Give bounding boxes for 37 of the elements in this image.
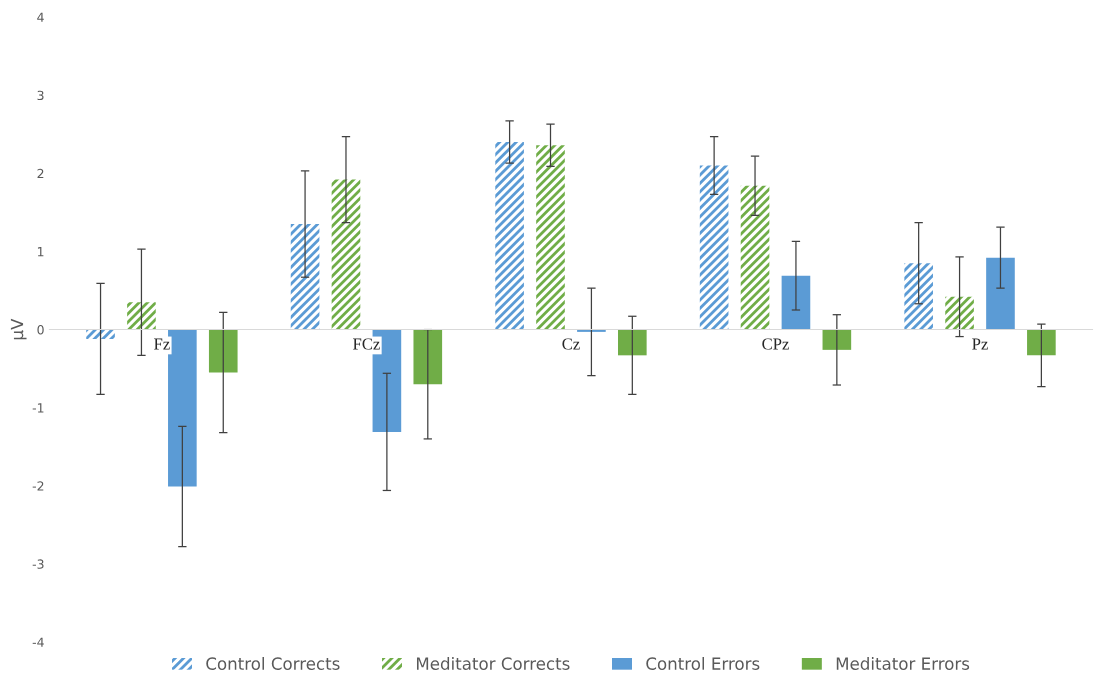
y-axis-title: µV	[10, 318, 27, 340]
bar	[781, 275, 811, 330]
bar	[168, 329, 197, 487]
bar	[904, 263, 933, 330]
x-tick-label: Fz	[154, 338, 170, 350]
y-tick-label: -4	[32, 637, 44, 647]
y-tick-label: -2	[32, 481, 44, 491]
legend-label: Meditator Errors	[836, 657, 970, 670]
y-tick-label: 3	[37, 90, 44, 101]
bar	[945, 296, 974, 330]
bar	[413, 329, 443, 385]
y-tick-label: 2	[37, 168, 44, 179]
bar	[986, 257, 1015, 330]
bar	[822, 329, 852, 350]
y-tick-label: -3	[32, 559, 44, 569]
bar	[536, 145, 565, 330]
x-tick-label: Cz	[562, 338, 580, 350]
y-tick-label: -1	[32, 403, 44, 413]
bar	[495, 142, 524, 330]
bar	[86, 329, 115, 339]
bar	[331, 179, 361, 330]
legend-label: Control Errors	[646, 657, 760, 670]
bar	[740, 185, 770, 330]
bar	[208, 329, 238, 373]
bar	[127, 302, 156, 330]
y-tick-label: 4	[37, 12, 44, 22]
y-tick-label: 0	[37, 325, 44, 335]
x-tick-label: FCz	[353, 338, 380, 350]
bar	[290, 224, 320, 330]
bar	[1027, 329, 1056, 356]
legend-label: Meditator Corrects	[416, 657, 570, 670]
y-tick-label: 1	[37, 247, 44, 257]
legend-label: Control Corrects	[206, 657, 340, 670]
bar	[699, 165, 729, 330]
bar	[618, 329, 647, 356]
x-tick-label: CPz	[762, 338, 789, 350]
x-tick-label: Pz	[972, 338, 988, 350]
